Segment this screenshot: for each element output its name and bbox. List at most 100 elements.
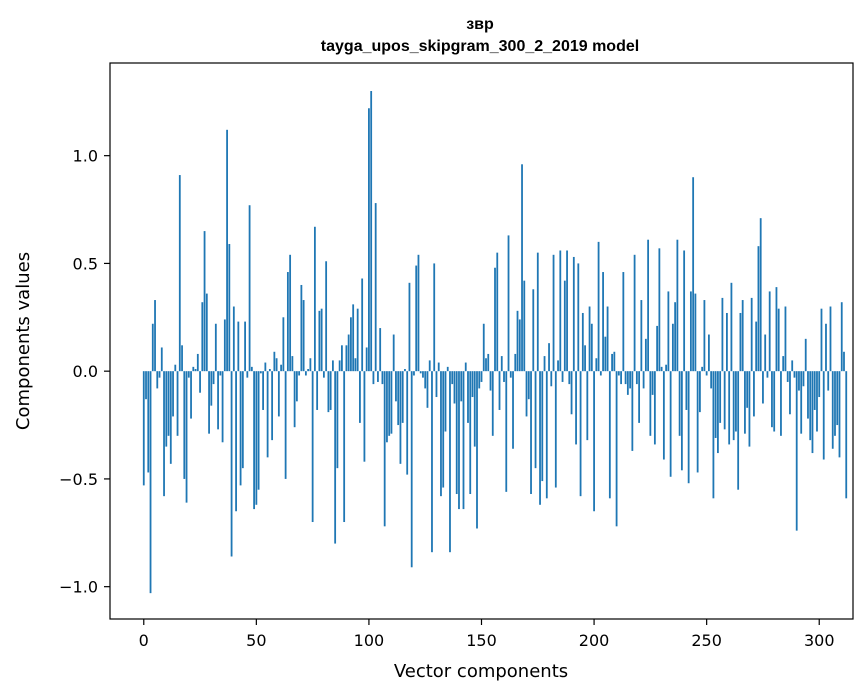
bar bbox=[820, 308, 823, 372]
bar bbox=[201, 302, 204, 372]
bar bbox=[568, 371, 571, 385]
bar bbox=[482, 323, 485, 372]
bar bbox=[818, 371, 821, 398]
bar bbox=[762, 371, 764, 404]
bar bbox=[151, 323, 154, 372]
bar bbox=[714, 371, 717, 438]
bar bbox=[395, 371, 397, 402]
bar bbox=[187, 371, 190, 378]
bar bbox=[181, 345, 183, 372]
bar bbox=[350, 317, 352, 372]
bar bbox=[653, 371, 656, 445]
bar bbox=[608, 371, 611, 499]
bar bbox=[311, 371, 314, 523]
bar bbox=[777, 308, 780, 372]
bar bbox=[244, 321, 246, 372]
bar bbox=[647, 239, 650, 372]
x-axis-label: Vector components bbox=[394, 661, 568, 682]
bar bbox=[518, 319, 521, 372]
bar bbox=[626, 371, 629, 395]
x-tick-label: 200 bbox=[579, 631, 610, 650]
bar bbox=[295, 371, 298, 402]
bar bbox=[764, 334, 767, 372]
bar bbox=[408, 282, 411, 372]
bar bbox=[572, 256, 575, 372]
bar bbox=[467, 371, 469, 423]
bar bbox=[471, 371, 474, 398]
bar bbox=[478, 371, 481, 389]
bar bbox=[809, 371, 812, 441]
bar bbox=[223, 319, 226, 372]
bar bbox=[307, 369, 310, 372]
bar bbox=[744, 371, 746, 434]
bar bbox=[268, 369, 271, 372]
bar bbox=[638, 371, 641, 423]
bar bbox=[388, 371, 391, 436]
bar bbox=[629, 371, 631, 389]
bar bbox=[293, 371, 296, 428]
bar bbox=[581, 312, 584, 372]
bar bbox=[473, 371, 476, 447]
bar bbox=[246, 371, 249, 378]
bar bbox=[624, 371, 627, 385]
bar bbox=[717, 371, 719, 454]
bar bbox=[354, 358, 357, 372]
bar bbox=[550, 371, 553, 387]
bar bbox=[838, 371, 841, 458]
bar bbox=[232, 306, 235, 372]
bar bbox=[494, 267, 496, 372]
bar bbox=[759, 218, 762, 372]
bar bbox=[147, 371, 150, 473]
bar bbox=[514, 353, 517, 372]
bar bbox=[687, 371, 690, 484]
bar bbox=[345, 345, 348, 372]
bar bbox=[334, 371, 337, 544]
bar bbox=[480, 371, 483, 382]
bar bbox=[541, 371, 544, 482]
bar bbox=[822, 371, 825, 460]
bar bbox=[442, 371, 445, 488]
bar bbox=[401, 371, 404, 423]
bar bbox=[577, 263, 580, 372]
bar bbox=[586, 371, 589, 441]
bar bbox=[782, 356, 785, 372]
bar bbox=[289, 254, 292, 372]
bar bbox=[397, 371, 400, 426]
bar bbox=[424, 371, 427, 389]
bar bbox=[613, 351, 616, 372]
bar bbox=[557, 360, 559, 372]
bar bbox=[649, 371, 652, 436]
bar bbox=[719, 371, 722, 423]
bar bbox=[548, 343, 550, 372]
x-tick-label: 300 bbox=[804, 631, 835, 650]
bar bbox=[795, 371, 798, 531]
y-tick-label: 0.5 bbox=[73, 254, 98, 273]
bar bbox=[611, 353, 613, 372]
bar bbox=[230, 371, 233, 557]
bar bbox=[525, 371, 528, 417]
bar bbox=[214, 323, 217, 372]
bar bbox=[622, 272, 625, 372]
bar bbox=[543, 356, 546, 372]
bar bbox=[705, 371, 708, 376]
bar bbox=[178, 175, 181, 372]
bar bbox=[212, 371, 215, 385]
bar bbox=[498, 371, 501, 410]
x-tick-label: 250 bbox=[691, 631, 722, 650]
bar bbox=[836, 371, 839, 426]
bar bbox=[417, 254, 420, 372]
bar bbox=[415, 265, 418, 372]
bar bbox=[802, 371, 805, 387]
bar bbox=[843, 351, 845, 372]
bar bbox=[741, 300, 744, 372]
bar bbox=[374, 203, 377, 372]
bar bbox=[723, 371, 726, 430]
y-axis-ticks: −1.0 −0.5 0.0 0.5 1.0 bbox=[59, 147, 110, 597]
bar bbox=[566, 250, 568, 372]
bar bbox=[825, 323, 827, 372]
bar bbox=[710, 371, 713, 389]
bar bbox=[674, 302, 677, 372]
bar bbox=[512, 371, 514, 449]
bar bbox=[437, 362, 440, 372]
